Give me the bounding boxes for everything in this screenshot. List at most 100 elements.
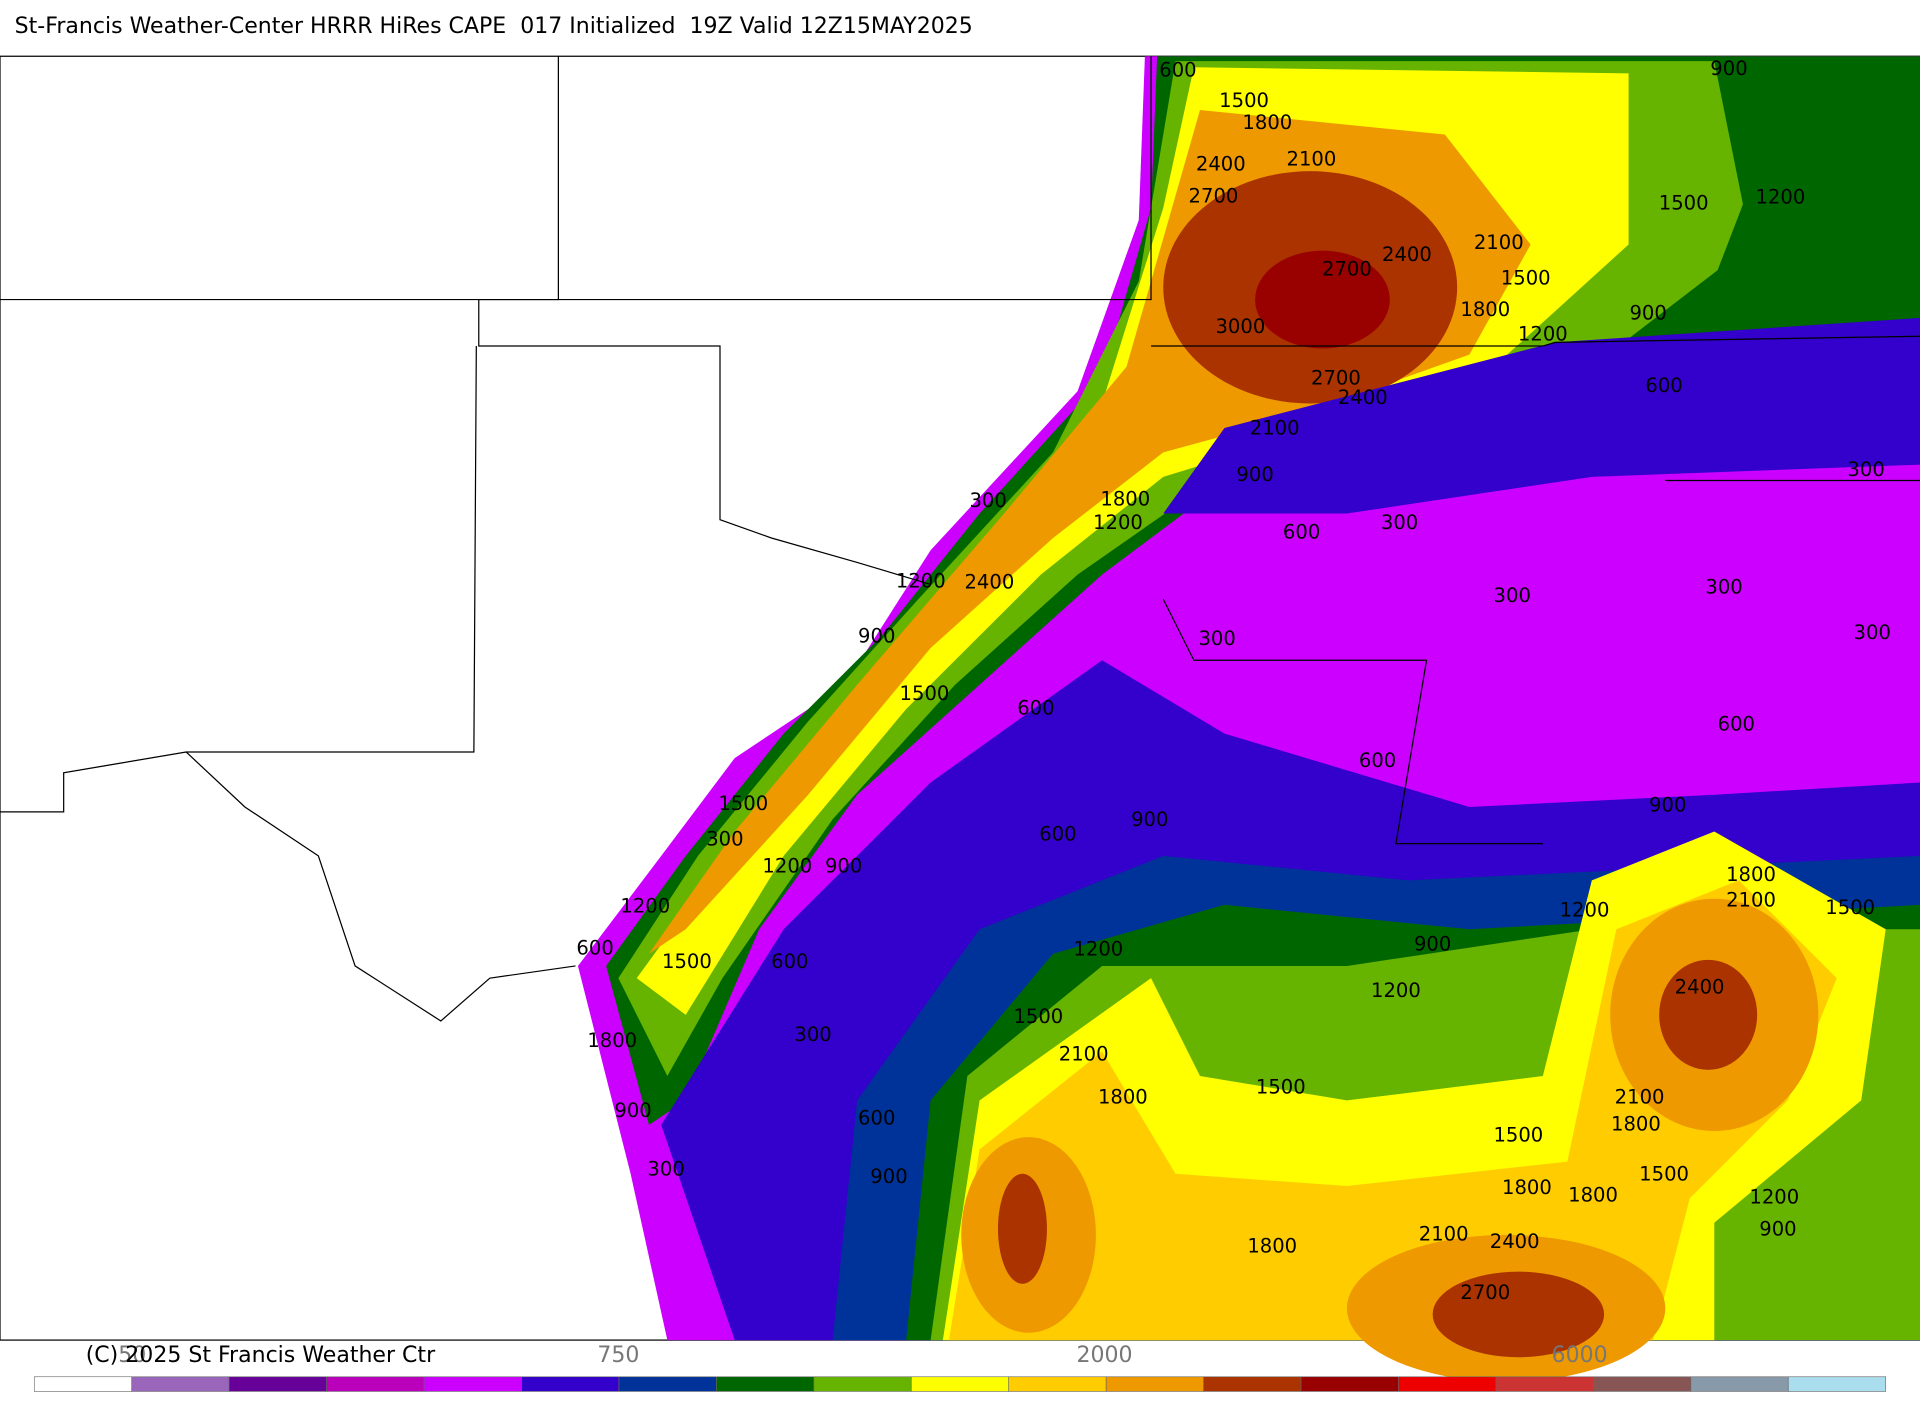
contour-label: 1800: [1098, 1086, 1148, 1109]
contour-label: 1200: [1755, 186, 1805, 209]
contour-label: 600: [1283, 521, 1320, 544]
contour-label: 1500: [718, 792, 768, 815]
contour-label: 900: [1759, 1218, 1796, 1241]
contour-label: 300: [647, 1158, 684, 1181]
contour-label: 300: [1381, 511, 1418, 534]
colorbar-swatch: [131, 1376, 230, 1392]
contour-label: 600: [1039, 823, 1076, 846]
cape-field: [997, 1173, 1047, 1284]
colorbar: 50 750 2000 6000: [33, 1343, 1887, 1392]
contour-label: 1800: [1247, 1235, 1297, 1258]
contour-label: 2400: [1196, 153, 1246, 176]
contour-label: 1200: [1749, 1186, 1799, 1209]
contour-label: 3000: [1215, 315, 1265, 338]
contour-label: 900: [1131, 808, 1168, 831]
contour-label: 300: [706, 828, 743, 851]
contour-label: 900: [1649, 793, 1686, 816]
colorbar-swatch: [1008, 1376, 1107, 1392]
contour-label: 2700: [1189, 184, 1239, 207]
colorbar-label: 2000: [1076, 1343, 1132, 1368]
cape-field: [1432, 1271, 1605, 1358]
colorbar-swatch: [423, 1376, 522, 1392]
contour-label: 300: [1494, 584, 1531, 607]
contour-label: 300: [794, 1023, 831, 1046]
colorbar-swatch: [910, 1376, 1010, 1392]
colorbar-label: 50: [118, 1343, 146, 1368]
colorbar-swatch: [1105, 1376, 1204, 1392]
contour-label: 1500: [1219, 89, 1269, 112]
contour-label: 300: [1705, 576, 1742, 599]
contour-label: 2400: [1490, 1230, 1540, 1253]
colorbar-swatch: [33, 1376, 133, 1392]
contour-label: 1800: [1611, 1112, 1661, 1135]
contour-label: 600: [771, 950, 808, 973]
copyright: (C) 2025 St Francis Weather Ctr: [86, 1343, 436, 1368]
contour-label: 900: [825, 854, 862, 877]
colorbar-swatch: [1203, 1376, 1302, 1392]
boundaries: [0, 56, 1920, 1022]
state-border: [1162, 598, 1543, 845]
state-border: [1151, 335, 1920, 347]
contour-label: 900: [858, 625, 895, 648]
contour-label: 1200: [896, 570, 946, 593]
contour-label: 2100: [1419, 1222, 1469, 1245]
contour-label: 600: [1718, 713, 1755, 736]
contour-label: 1500: [1493, 1123, 1543, 1146]
colorbar-label: 6000: [1552, 1343, 1608, 1368]
contour-label: 600: [1159, 58, 1196, 81]
contour-label: 1800: [1568, 1183, 1618, 1206]
state-border: [478, 56, 1152, 301]
colorbar-swatch: [521, 1376, 620, 1392]
contour-label: 600: [1359, 749, 1396, 772]
contour-label: 2700: [1460, 1281, 1510, 1304]
colorbar-label: 750: [597, 1343, 639, 1368]
contour-label: 1200: [762, 854, 812, 877]
contour-label: 1800: [587, 1029, 637, 1052]
colorbar-swatch: [618, 1376, 717, 1392]
colorbar-swatch: [716, 1376, 815, 1392]
contour-label: 900: [614, 1099, 651, 1122]
contour-label: 1200: [620, 895, 670, 918]
contour-label: 2100: [1250, 417, 1300, 440]
colorbar-swatch: [326, 1376, 425, 1392]
state-border: [478, 299, 931, 586]
contour-label: 2400: [1338, 386, 1388, 409]
contour-label: 1200: [1093, 511, 1143, 534]
contour-label: 1200: [1560, 898, 1610, 921]
contour-label: 1500: [1659, 192, 1709, 215]
colorbar-swatch: [1787, 1376, 1887, 1392]
contour-label: 1500: [1639, 1163, 1689, 1186]
contour-label: 2400: [964, 571, 1014, 594]
contour-label: 2100: [1474, 231, 1524, 254]
contour-label: 1500: [1501, 266, 1551, 289]
contour-label: 1200: [1371, 979, 1421, 1002]
contour-label: 2100: [1726, 889, 1776, 912]
contour-label: 1500: [1825, 896, 1875, 919]
colorbar-swatch: [1593, 1376, 1692, 1392]
colorbar-swatch: [228, 1376, 327, 1392]
contour-label: 900: [1629, 302, 1666, 325]
contour-label: 1800: [1726, 863, 1776, 886]
contour-label: 2400: [1675, 975, 1725, 998]
contour-label: 2100: [1059, 1043, 1109, 1066]
colorbar-swatch: [1495, 1376, 1594, 1392]
contour-label: 1800: [1242, 111, 1292, 134]
title: St-Francis Weather-Center HRRR HiRes CAP…: [15, 14, 973, 39]
contour-label: 2700: [1311, 367, 1361, 390]
contour-label: 1500: [1013, 1005, 1063, 1028]
contour-label: 1800: [1460, 298, 1510, 321]
colorbar-swatch: [1690, 1376, 1789, 1392]
cape-field: [1659, 959, 1758, 1070]
state-border: [185, 751, 576, 1022]
contour-label: 600: [576, 936, 613, 959]
map: [0, 55, 1920, 1382]
contour-label: 1500: [662, 950, 712, 973]
cape-field: [1689, 73, 1920, 404]
colorbar-swatch: [1398, 1376, 1497, 1392]
cape-field: [1255, 250, 1390, 349]
contour-label: 900: [1414, 933, 1451, 956]
colorbar-swatch: [813, 1376, 912, 1392]
